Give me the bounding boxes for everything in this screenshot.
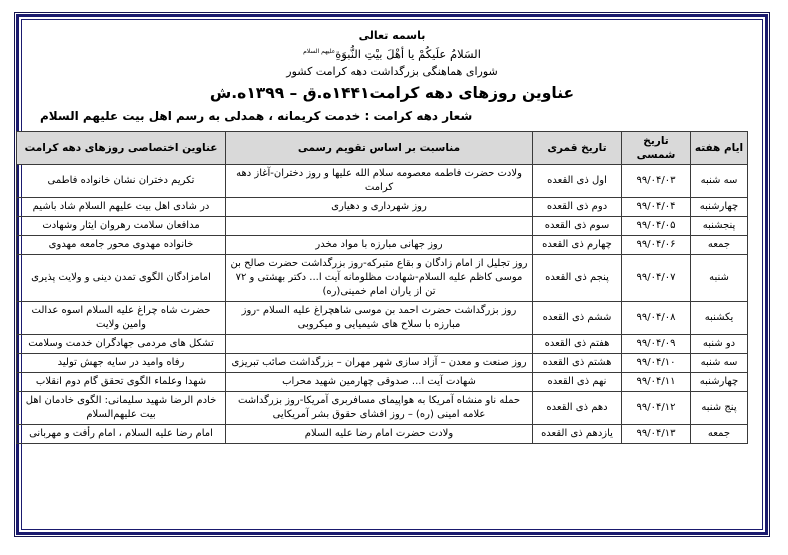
salutation-text: السَلامُ علَیکُمْ یا أهْلَ بیْتِ النُّبو…	[335, 46, 481, 61]
cell-lunar-date: نهم ذی القعده	[532, 371, 622, 392]
cell-occasion: روز شهرداری و دهیاری	[225, 196, 533, 217]
cell-solar-date: ۹۹/۰۴/۰۷	[621, 253, 691, 302]
cell-special-title: مدافعان سلامت رهروان ایثار وشهادت	[16, 215, 226, 236]
table-row: چهارشنبه ۹۹/۰۴/۰۴ دوم ذی القعده روز شهرداری…	[16, 196, 748, 217]
karamat-days-table: ایام هفته تاریخ شمسی تاریخ قمری مناسبت ب…	[16, 130, 748, 444]
cell-special-title: امامزادگان الگوی تمدن دینی و ولایت پذیری	[16, 253, 226, 302]
cell-lunar-date: پنجم ذی القعده	[532, 253, 622, 302]
cell-solar-date: ۹۹/۰۴/۰۴	[621, 196, 691, 217]
cell-lunar-date: دهم ذی القعده	[532, 390, 622, 425]
cell-occasion: روز جهانی مبارزه با مواد مخدر	[225, 234, 533, 255]
cell-special-title: تشکل های مردمی جهادگران خدمت وسلامت	[16, 333, 226, 354]
cell-lunar-date: سوم ذی القعده	[532, 215, 622, 236]
cell-special-title: شهدا وعلماء الگوی تحقق گام دوم انقلاب	[16, 371, 226, 392]
cell-occasion: روز بزرگداشت حضرت احمد بن موسی شاهچراغ ع…	[225, 300, 533, 335]
cell-special-title: تکریم دختران نشان خانواده فاطمی	[16, 163, 226, 198]
document-page: باسمه تعالی السَلامُ علَیکُمْ یا أهْلَ ب…	[16, 20, 762, 529]
cell-lunar-date: چهارم ذی القعده	[532, 234, 622, 255]
table-row: شنبه ۹۹/۰۴/۰۷ پنجم ذی القعده روز تجلیل از ا…	[16, 253, 748, 302]
table-row: دو شنبه ۹۹/۰۴/۰۹ هفتم ذی القعده تشکل های مر…	[16, 333, 748, 354]
cell-weekday: چهارشنبه	[690, 196, 748, 217]
cell-weekday: جمعه	[690, 423, 748, 444]
cell-weekday: دو شنبه	[690, 333, 748, 354]
salutation-honorific: علیهم السلام	[303, 48, 336, 55]
column-header-weekday: ایام هفته	[690, 130, 748, 165]
cell-lunar-date: هفتم ذی القعده	[532, 333, 622, 354]
document-header: باسمه تعالی السَلامُ علَیکُمْ یا أهْلَ ب…	[36, 28, 748, 104]
cell-solar-date: ۹۹/۰۴/۱۲	[621, 390, 691, 425]
cell-weekday: یکشنبه	[690, 300, 748, 335]
table-header: ایام هفته تاریخ شمسی تاریخ قمری مناسبت ب…	[16, 130, 748, 165]
cell-weekday: شنبه	[690, 253, 748, 302]
table-row: پنجشنبه ۹۹/۰۴/۰۵ سوم ذی القعده مدافعان سلام…	[16, 215, 748, 236]
cell-solar-date: ۹۹/۰۴/۰۶	[621, 234, 691, 255]
basmala-line: باسمه تعالی	[358, 29, 426, 42]
cell-lunar-date: دوم ذی القعده	[532, 196, 622, 217]
column-header-occasion: مناسبت بر اساس تقویم رسمی	[225, 130, 533, 165]
table-row: چهارشنبه ۹۹/۰۴/۱۱ نهم ذی القعده شهادت آیت ا…	[16, 371, 748, 392]
cell-lunar-date: یازدهم ذی القعده	[532, 423, 622, 444]
cell-weekday: پنجشنبه	[690, 215, 748, 236]
column-header-solar: تاریخ شمسی	[621, 130, 691, 165]
cell-occasion: روز صنعت و معدن – آزاد سازی شهر مهران – …	[225, 352, 533, 373]
cell-weekday: چهارشنبه	[690, 371, 748, 392]
cell-special-title: حضرت شاه چراغ علیه السلام اسوه عدالت وام…	[16, 300, 226, 335]
cell-occasion: شهادت آیت ا... صدوقی چهارمین شهید محراب	[225, 371, 533, 392]
cell-weekday: سه شنبه	[690, 352, 748, 373]
cell-solar-date: ۹۹/۰۴/۱۳	[621, 423, 691, 444]
table-row: پنج شنبه ۹۹/۰۴/۱۲ دهم ذی القعده حمله ناو من…	[16, 390, 748, 425]
table-row: یکشنبه ۹۹/۰۴/۰۸ ششم ذی القعده روز بزرگداشت …	[16, 300, 748, 335]
page-title: عناوین روزهای دهه کرامت۱۴۴۱ه.ق – ۱۳۹۹ه.ش	[209, 83, 575, 102]
council-name: شورای هماهنگی بزرگداشت دهه کرامت کشور	[286, 64, 498, 78]
column-header-title: عناوین اختصاصی روزهای دهه کرامت	[16, 130, 226, 165]
cell-special-title: امام رضا علیه السلام ، امام رأفت و مهربا…	[16, 423, 226, 444]
column-header-lunar: تاریخ قمری	[532, 130, 622, 165]
table-row: جمعه ۹۹/۰۴/۰۶ چهارم ذی القعده روز جهانی مبا…	[16, 234, 748, 255]
cell-occasion: روز تجلیل از امام زادگان و بقاع متبرکه-ر…	[225, 253, 533, 302]
cell-occasion	[225, 215, 533, 236]
cell-occasion: ولادت حضرت فاطمه معصومه سلام الله علیها …	[225, 163, 533, 198]
table-row: سه شنبه ۹۹/۰۴/۰۳ اول ذی القعده ولادت حضرت ف…	[16, 163, 748, 198]
cell-occasion: حمله ناو منشاه آمریکا به هواپیمای مسافرب…	[225, 390, 533, 425]
table-body: سه شنبه ۹۹/۰۴/۰۳ اول ذی القعده ولادت حضرت ف…	[16, 163, 748, 444]
cell-occasion	[225, 333, 533, 354]
table-header-row: ایام هفته تاریخ شمسی تاریخ قمری مناسبت ب…	[16, 130, 748, 165]
cell-solar-date: ۹۹/۰۴/۱۰	[621, 352, 691, 373]
cell-weekday: سه شنبه	[690, 163, 748, 198]
cell-special-title: خانواده مهدوی محور جامعه مهدوی	[16, 234, 226, 255]
cell-special-title: در شادی اهل بیت علیهم السلام شاد باشیم	[16, 196, 226, 217]
table-row: سه شنبه ۹۹/۰۴/۱۰ هشتم ذی القعده روز صنعت و …	[16, 352, 748, 373]
cell-weekday: پنج شنبه	[690, 390, 748, 425]
cell-weekday: جمعه	[690, 234, 748, 255]
table-row: جمعه ۹۹/۰۴/۱۳ یازدهم ذی القعده ولادت حضرت ا…	[16, 423, 748, 444]
cell-solar-date: ۹۹/۰۴/۰۵	[621, 215, 691, 236]
cell-lunar-date: هشتم ذی القعده	[532, 352, 622, 373]
cell-lunar-date: اول ذی القعده	[532, 163, 622, 198]
cell-lunar-date: ششم ذی القعده	[532, 300, 622, 335]
cell-solar-date: ۹۹/۰۴/۰۸	[621, 300, 691, 335]
cell-special-title: رفاه وامید در سایه جهش تولید	[16, 352, 226, 373]
cell-solar-date: ۹۹/۰۴/۰۳	[621, 163, 691, 198]
decade-slogan: شعار دهه کرامت : خدمت کریمانه ، همدلی به…	[40, 108, 473, 123]
cell-occasion: ولادت حضرت امام رضا علیه السلام	[225, 423, 533, 444]
cell-special-title: خادم الرضا شهید سلیمانی: الگوی خادمان اه…	[16, 390, 226, 425]
salutation-line: السَلامُ علَیکُمْ یا أهْلَ بیْتِ النُّبو…	[36, 44, 748, 62]
cell-solar-date: ۹۹/۰۴/۰۹	[621, 333, 691, 354]
cell-solar-date: ۹۹/۰۴/۱۱	[621, 371, 691, 392]
